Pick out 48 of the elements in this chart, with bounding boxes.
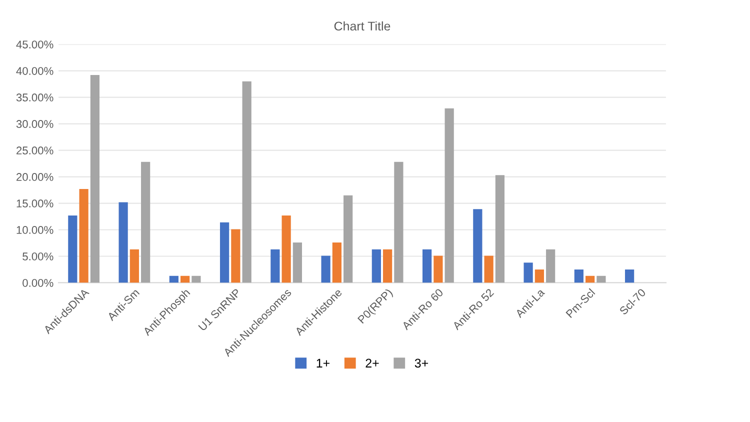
bar [524,262,533,283]
bar [321,256,330,283]
y-tick-label: 15.00% [16,200,54,208]
bar [192,276,201,283]
bar [434,256,443,283]
bar [141,162,150,283]
bar [394,162,404,283]
bar [242,81,252,283]
bar [574,269,584,283]
bar [422,249,432,283]
bar [68,215,78,283]
y-tick-label: 0.00% [22,279,54,287]
bar [180,276,190,283]
y-tick-label: 5.00% [22,252,54,260]
y-tick-label: 35.00% [16,94,54,102]
bar [495,175,505,283]
bar [624,269,634,283]
bar [79,188,88,283]
bar [231,229,240,283]
y-tick-label: 30.00% [16,120,54,128]
bar [90,75,100,283]
bar [586,276,595,283]
bar [292,242,302,283]
bar [332,242,342,283]
bar [473,209,482,283]
bar [344,195,353,283]
bar [270,249,280,283]
y-tick-label: 40.00% [16,67,54,75]
bar [220,222,230,283]
bar [484,256,494,283]
legend-label: 3+ [414,358,428,368]
bar [383,249,392,283]
y-tick-label: 20.00% [16,173,54,181]
legend-label: 2+ [366,358,379,368]
bar [169,276,178,283]
bar [282,215,291,283]
bar [546,249,556,283]
bar [596,276,606,283]
bar [534,269,544,283]
y-tick-label: 10.00% [16,226,54,234]
y-tick-label: 25.00% [16,146,54,154]
bar [130,249,139,283]
bar [118,202,128,283]
bar [372,249,381,283]
legend-label: 1+ [316,358,330,368]
y-tick-label: 45.00% [16,40,54,48]
bar [444,108,454,283]
chart-title: Chart Title [334,21,390,31]
